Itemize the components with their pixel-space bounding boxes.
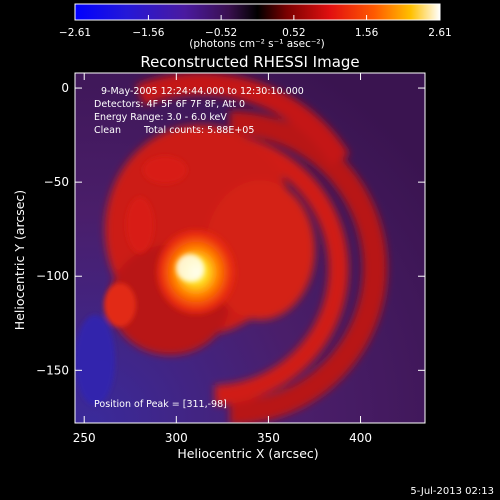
total-counts-annotation: Total counts: 5.88E+05 <box>143 125 254 136</box>
y-tick-label: −100 <box>36 269 69 283</box>
x-tick-label: 250 <box>73 431 96 445</box>
colorbar-tick-label: −1.56 <box>132 27 164 39</box>
colorbar-tick-label: −2.61 <box>59 27 91 39</box>
time-range-annotation: 9-May-2005 12:24:44.000 to 12:30:10.000 <box>101 86 304 97</box>
y-axis-label: Heliocentric Y (arcsec) <box>12 190 27 330</box>
colorbar-tick-label: −0.52 <box>205 27 237 39</box>
y-axis: 0 −50 −100 −150 <box>36 81 425 377</box>
rhessi-image <box>75 73 425 423</box>
colorbar-ticks: −2.61 −1.56 −0.52 0.52 1.56 2.61 <box>59 15 452 39</box>
footer-timestamp: 5-Jul-2013 02:13 <box>410 486 494 497</box>
x-tick-label: 400 <box>349 431 372 445</box>
colorbar <box>74 3 441 21</box>
peak-position-annotation: Position of Peak = [311,-98] <box>94 399 227 410</box>
detectors-annotation: Detectors: 4F 5F 6F 7F 8F, Att 0 <box>94 99 245 110</box>
colorbar-tick-label: 1.56 <box>355 27 379 39</box>
plot-frame <box>74 72 426 424</box>
algorithm-annotation: Clean <box>94 125 121 136</box>
x-tick-label: 350 <box>257 431 280 445</box>
y-tick-label: 0 <box>61 81 69 95</box>
x-axis-label: Heliocentric X (arcsec) <box>177 446 318 461</box>
x-tick-label: 300 <box>165 431 188 445</box>
colorbar-unit-label: (photons cm⁻² s⁻¹ asec⁻²) <box>189 38 324 50</box>
energy-annotation: Energy Range: 3.0 - 6.0 keV <box>94 112 227 123</box>
y-tick-label: −150 <box>36 363 69 377</box>
chart-title: Reconstructed RHESSI Image <box>140 53 359 71</box>
x-axis: 250 300 350 400 <box>73 73 372 445</box>
y-tick-label: −50 <box>44 175 69 189</box>
colorbar-tick-label: 0.52 <box>282 27 305 39</box>
colorbar-tick-label: 2.61 <box>428 27 451 39</box>
